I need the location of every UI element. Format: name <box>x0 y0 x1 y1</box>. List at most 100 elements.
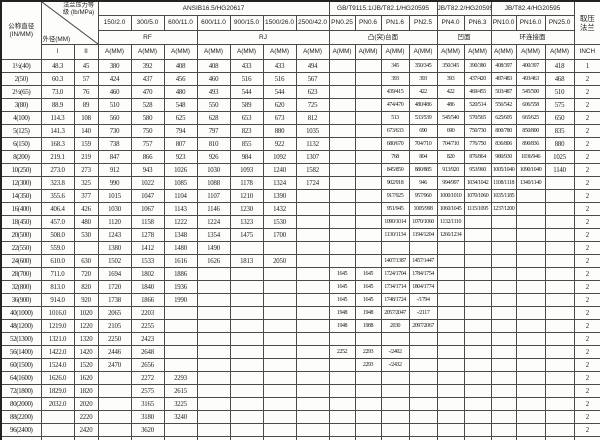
cell-dn: 52(1300) <box>0 332 42 346</box>
cell-ansi-1500: 1700 <box>262 228 297 242</box>
cell-ansi-1500: 1390 <box>262 189 297 203</box>
header-od-col2: II <box>73 44 99 60</box>
cell-pn16: 917/925 <box>380 189 410 203</box>
cell-pn63 <box>463 397 492 411</box>
header-face-female: 凹面 <box>436 30 492 45</box>
cell-pn100 <box>490 371 517 385</box>
cell-pn100 <box>490 254 517 268</box>
cell-pn25: 1804/1774 <box>408 280 438 294</box>
cell-ansi-300: 2575 <box>130 384 165 398</box>
cell-pn16 <box>380 410 410 424</box>
cell-dn: 4(100) <box>0 111 42 125</box>
cell-ansi-2500 <box>295 319 330 333</box>
cell-pn25 <box>408 241 438 255</box>
cell-inch: 2 <box>573 202 600 216</box>
header-a-mm: A(MM) <box>328 44 356 60</box>
cell-pn16: 680/670 <box>380 137 410 151</box>
cell-inch: 2 <box>573 306 600 320</box>
cell-pn025 <box>328 85 356 99</box>
header-class-pn100: PN10.0 <box>490 15 517 31</box>
cell-ansi-300: 1278 <box>130 228 165 242</box>
cell-inch: 2 <box>573 293 600 307</box>
cell-pn63 <box>463 215 492 229</box>
cell-dn: 104(2600) <box>0 436 42 440</box>
cell-inch: 2 <box>573 124 600 138</box>
cell-ansi-150 <box>97 384 132 398</box>
table-row: 96(2400) 2420 3620 2 <box>0 423 600 437</box>
cell-pn06 <box>354 332 382 346</box>
cell-dn: 48(1200) <box>0 319 42 333</box>
header-class-pn25: PN2.5 <box>408 15 438 31</box>
cell-ansi-1500 <box>262 319 297 333</box>
cell-pn06 <box>354 371 382 385</box>
header-class-pn025: PN0.25 <box>328 15 356 31</box>
cell-ansi-150: 2446 <box>97 345 132 359</box>
cell-pn25 <box>408 423 438 437</box>
cell-ansi-1500 <box>262 436 297 440</box>
cell-pn40 <box>436 254 465 268</box>
cell-inch: 1 <box>573 59 600 73</box>
cell-ansi-600-rf <box>163 306 198 320</box>
cell-pn160 <box>515 384 546 398</box>
cell-pn250 <box>544 319 575 333</box>
cell-ansi-600-rj <box>196 397 231 411</box>
cell-pn25 <box>408 358 438 372</box>
cell-od1: 323.8 <box>40 176 75 190</box>
cell-pn63 <box>463 332 492 346</box>
cell-ansi-150: 560 <box>97 111 132 125</box>
table-row: 1½(40) 48.3 45 380 392 408 408 433 433 494 345 350/… <box>0 59 600 73</box>
cell-pn06 <box>354 124 382 138</box>
cell-od1: 406.4 <box>40 202 75 216</box>
table-row: 4(100) 114.3 108 560 580 625 628 653 673 812 513 53… <box>0 111 600 125</box>
cell-pn25: 533/539 <box>408 111 438 125</box>
cell-od2: 1820 <box>73 384 99 398</box>
cell-dn: 72(1800) <box>0 384 42 398</box>
cell-pn40: 913/920 <box>436 163 465 177</box>
cell-ansi-300: 437 <box>130 72 165 86</box>
cell-inch: 2 <box>573 436 600 440</box>
cell-ansi-900: 589 <box>229 98 264 112</box>
cell-pn06 <box>354 241 382 255</box>
cell-pn06 <box>354 436 382 440</box>
header-row-units: I II A(MM) A(MM) A(MM) A(MM) A(MM) A(MM)… <box>1 44 600 60</box>
table-row: 20(500) 508.0 530 1243 1278 1348 1354 1475 1700 1… <box>0 228 600 242</box>
cell-od1: 114.3 <box>40 111 75 125</box>
cell-ansi-150 <box>97 371 132 385</box>
cell-pn25: 1070/1060 <box>408 215 438 229</box>
cell-pn06 <box>354 85 382 99</box>
cell-pn40 <box>436 384 465 398</box>
header-a-mm: A(MM) <box>196 44 231 60</box>
cell-ansi-2500 <box>295 397 330 411</box>
cell-od2: 426 <box>73 202 99 216</box>
cell-od1: 1524.0 <box>40 358 75 372</box>
header-a-mm: A(MM) <box>515 44 546 60</box>
cell-pn63: 570/565 <box>463 111 492 125</box>
cell-ansi-1500 <box>262 397 297 411</box>
cell-ansi-1500 <box>262 241 297 255</box>
cell-ansi-150: 990 <box>97 176 132 190</box>
cell-pn40: 1132/1110 <box>436 215 465 229</box>
cell-pn250 <box>544 423 575 437</box>
cell-dn: 60(1500) <box>0 358 42 372</box>
cell-inch: 2 <box>573 423 600 437</box>
cell-inch: 2 <box>573 345 600 359</box>
cell-pn16 <box>380 436 410 440</box>
cell-pn25 <box>408 371 438 385</box>
cell-od1 <box>40 410 75 424</box>
cell-od1: 914.0 <box>40 293 75 307</box>
cell-ansi-2500 <box>295 345 330 359</box>
cell-ansi-150: 424 <box>97 72 132 86</box>
cell-pn160 <box>515 215 546 229</box>
cell-od1: 508.0 <box>40 228 75 242</box>
cell-ansi-1500 <box>262 371 297 385</box>
cell-ansi-600-rf: 794 <box>163 124 198 138</box>
cell-ansi-2500 <box>295 228 330 242</box>
cell-pn250 <box>544 280 575 294</box>
cell-ansi-600-rf: 408 <box>163 59 198 73</box>
cell-pn16: 1090/1014 <box>380 215 410 229</box>
cell-ansi-150: 2105 <box>97 319 132 333</box>
cell-pn025: 1948 <box>328 319 356 333</box>
cell-pn40 <box>436 371 465 385</box>
cell-ansi-600-rf: 1348 <box>163 228 198 242</box>
